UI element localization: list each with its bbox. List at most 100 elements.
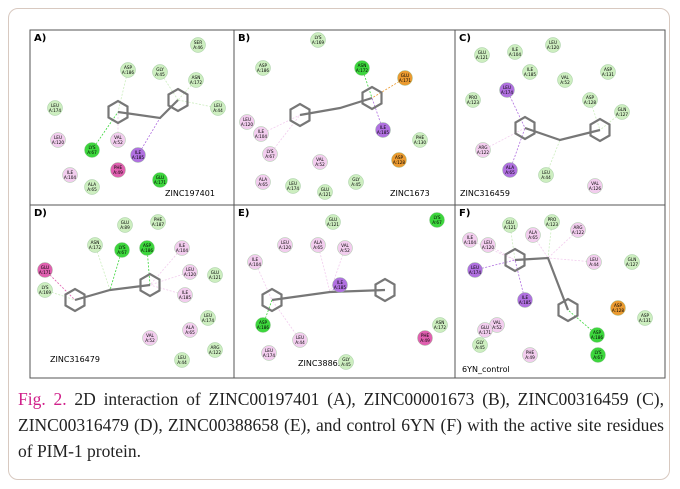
residue-id: A:49 [113, 170, 123, 175]
residue-id: A:67 [87, 150, 97, 155]
residue-id: A:185 [179, 295, 192, 300]
residue-id: A:45 [155, 72, 165, 77]
residue-id: A:185 [334, 285, 347, 290]
residue-id: A:187 [152, 222, 165, 227]
residue-id: A:52 [315, 162, 325, 167]
residue-id: A:174 [501, 90, 514, 95]
residue-id: A:174 [469, 270, 482, 275]
residue-id: A:65 [313, 245, 323, 250]
residue-id: A:104 [464, 240, 477, 245]
residue-id: A:172 [190, 80, 203, 85]
residue-id: A:104 [509, 52, 522, 57]
residue-id: A:120 [482, 245, 495, 250]
residue-id: A:186 [591, 335, 604, 340]
residue-id: A:172 [356, 68, 369, 73]
residue-id: A:123 [546, 222, 559, 227]
residue-id: A:171 [39, 270, 52, 275]
residue-id: A:104 [64, 175, 77, 180]
residue-id: A:65 [528, 235, 538, 240]
residue-id: A:131 [602, 72, 615, 77]
residue-id: A:67 [265, 154, 275, 159]
panel-box [30, 30, 234, 205]
residue-id: A:185 [519, 300, 532, 305]
residue-id: A:169 [312, 40, 325, 45]
residue-id: A:130 [414, 140, 427, 145]
residue-id: A:67 [432, 220, 442, 225]
residue-id: A:104 [255, 134, 268, 139]
residue-id: A:121 [209, 275, 222, 280]
residue-id: A:121 [319, 192, 332, 197]
residue-id: A:52 [492, 325, 502, 330]
residue-id: A:172 [89, 245, 102, 250]
residue-id: A:171 [479, 330, 492, 335]
residue-id: A:104 [249, 262, 262, 267]
residue-id: A:186 [122, 70, 135, 75]
residue-id: A:89 [120, 225, 130, 230]
residue-id: A:67 [117, 250, 127, 255]
residue-id: A:122 [572, 230, 585, 235]
residue-id: A:65 [505, 170, 515, 175]
residue-id: A:174 [202, 318, 215, 323]
residue-id: A:120 [547, 45, 560, 50]
residue-id: A:186 [257, 68, 270, 73]
residue-id: A:172 [434, 325, 447, 330]
residue-id: A:171 [399, 78, 412, 83]
caption-label: Fig. 2. [18, 389, 67, 409]
residue-id: A:185 [524, 72, 537, 77]
residue-id: A:169 [39, 290, 52, 295]
residue-id: A:52 [145, 338, 155, 343]
residue-id: A:49 [525, 355, 535, 360]
residue-id: A:171 [154, 180, 167, 185]
residue-id: A:126 [589, 186, 602, 191]
residue-id: A:128 [584, 100, 597, 105]
panel-box [30, 205, 234, 378]
compound-label: ZINC1673 [390, 189, 430, 198]
residue-id: A:52 [340, 248, 350, 253]
residue-id: A:46 [193, 45, 203, 50]
caption-text: 2D interaction of ZINC00197401 (A), ZINC… [18, 389, 664, 461]
caption: Fig. 2. 2D interaction of ZINC00197401 (… [18, 386, 664, 464]
residue-id: A:120 [52, 140, 65, 145]
residue-id: A:67 [593, 355, 603, 360]
residue-id: A:45 [475, 345, 485, 350]
residue-id: A:52 [113, 140, 123, 145]
panel-label: B) [238, 33, 250, 44]
residue-id: A:185 [377, 130, 390, 135]
residue-id: A:65 [258, 182, 268, 187]
panel-label: A) [34, 33, 46, 44]
residue-id: A:128 [612, 308, 625, 313]
residue-id: A:44 [177, 360, 187, 365]
residue-id: A:186 [141, 248, 154, 253]
residue-id: A:122 [209, 350, 222, 355]
panel-label: D) [34, 208, 47, 219]
residue-id: A:127 [626, 262, 639, 267]
residue-id: A:44 [213, 108, 223, 113]
residue-id: A:120 [184, 272, 197, 277]
residue-id: A:52 [560, 80, 570, 85]
residue-id: A:174 [287, 186, 300, 191]
residue-id: A:49 [420, 338, 430, 343]
compound-label: ZINC197401 [165, 189, 215, 198]
residue-id: A:120 [279, 245, 292, 250]
panel-label: C) [459, 33, 471, 44]
residue-id: A:44 [589, 262, 599, 267]
residue-id: A:121 [327, 222, 340, 227]
residue-id: A:122 [477, 150, 490, 155]
residue-id: A:45 [351, 182, 361, 187]
residue-id: A:44 [541, 175, 551, 180]
residue-id: A:121 [504, 225, 517, 230]
residue-id: A:127 [616, 112, 629, 117]
residue-id: A:65 [185, 330, 195, 335]
residue-id: A:120 [241, 122, 254, 127]
figure: A)ZINC197401ASPA:186SERA:46GLYA:45ASNA:1… [0, 0, 680, 385]
residue-id: A:104 [176, 248, 189, 253]
residue-id: A:185 [132, 155, 145, 160]
compound-label: ZINC316479 [50, 355, 100, 364]
compound-label: 6YN_control [462, 365, 510, 374]
residue-id: A:131 [639, 318, 652, 323]
residue-id: A:45 [341, 362, 351, 367]
compound-label: ZINC316459 [460, 189, 510, 198]
residue-id: A:121 [476, 55, 489, 60]
residue-id: A:65 [87, 187, 97, 192]
panel-label: F) [459, 208, 470, 219]
